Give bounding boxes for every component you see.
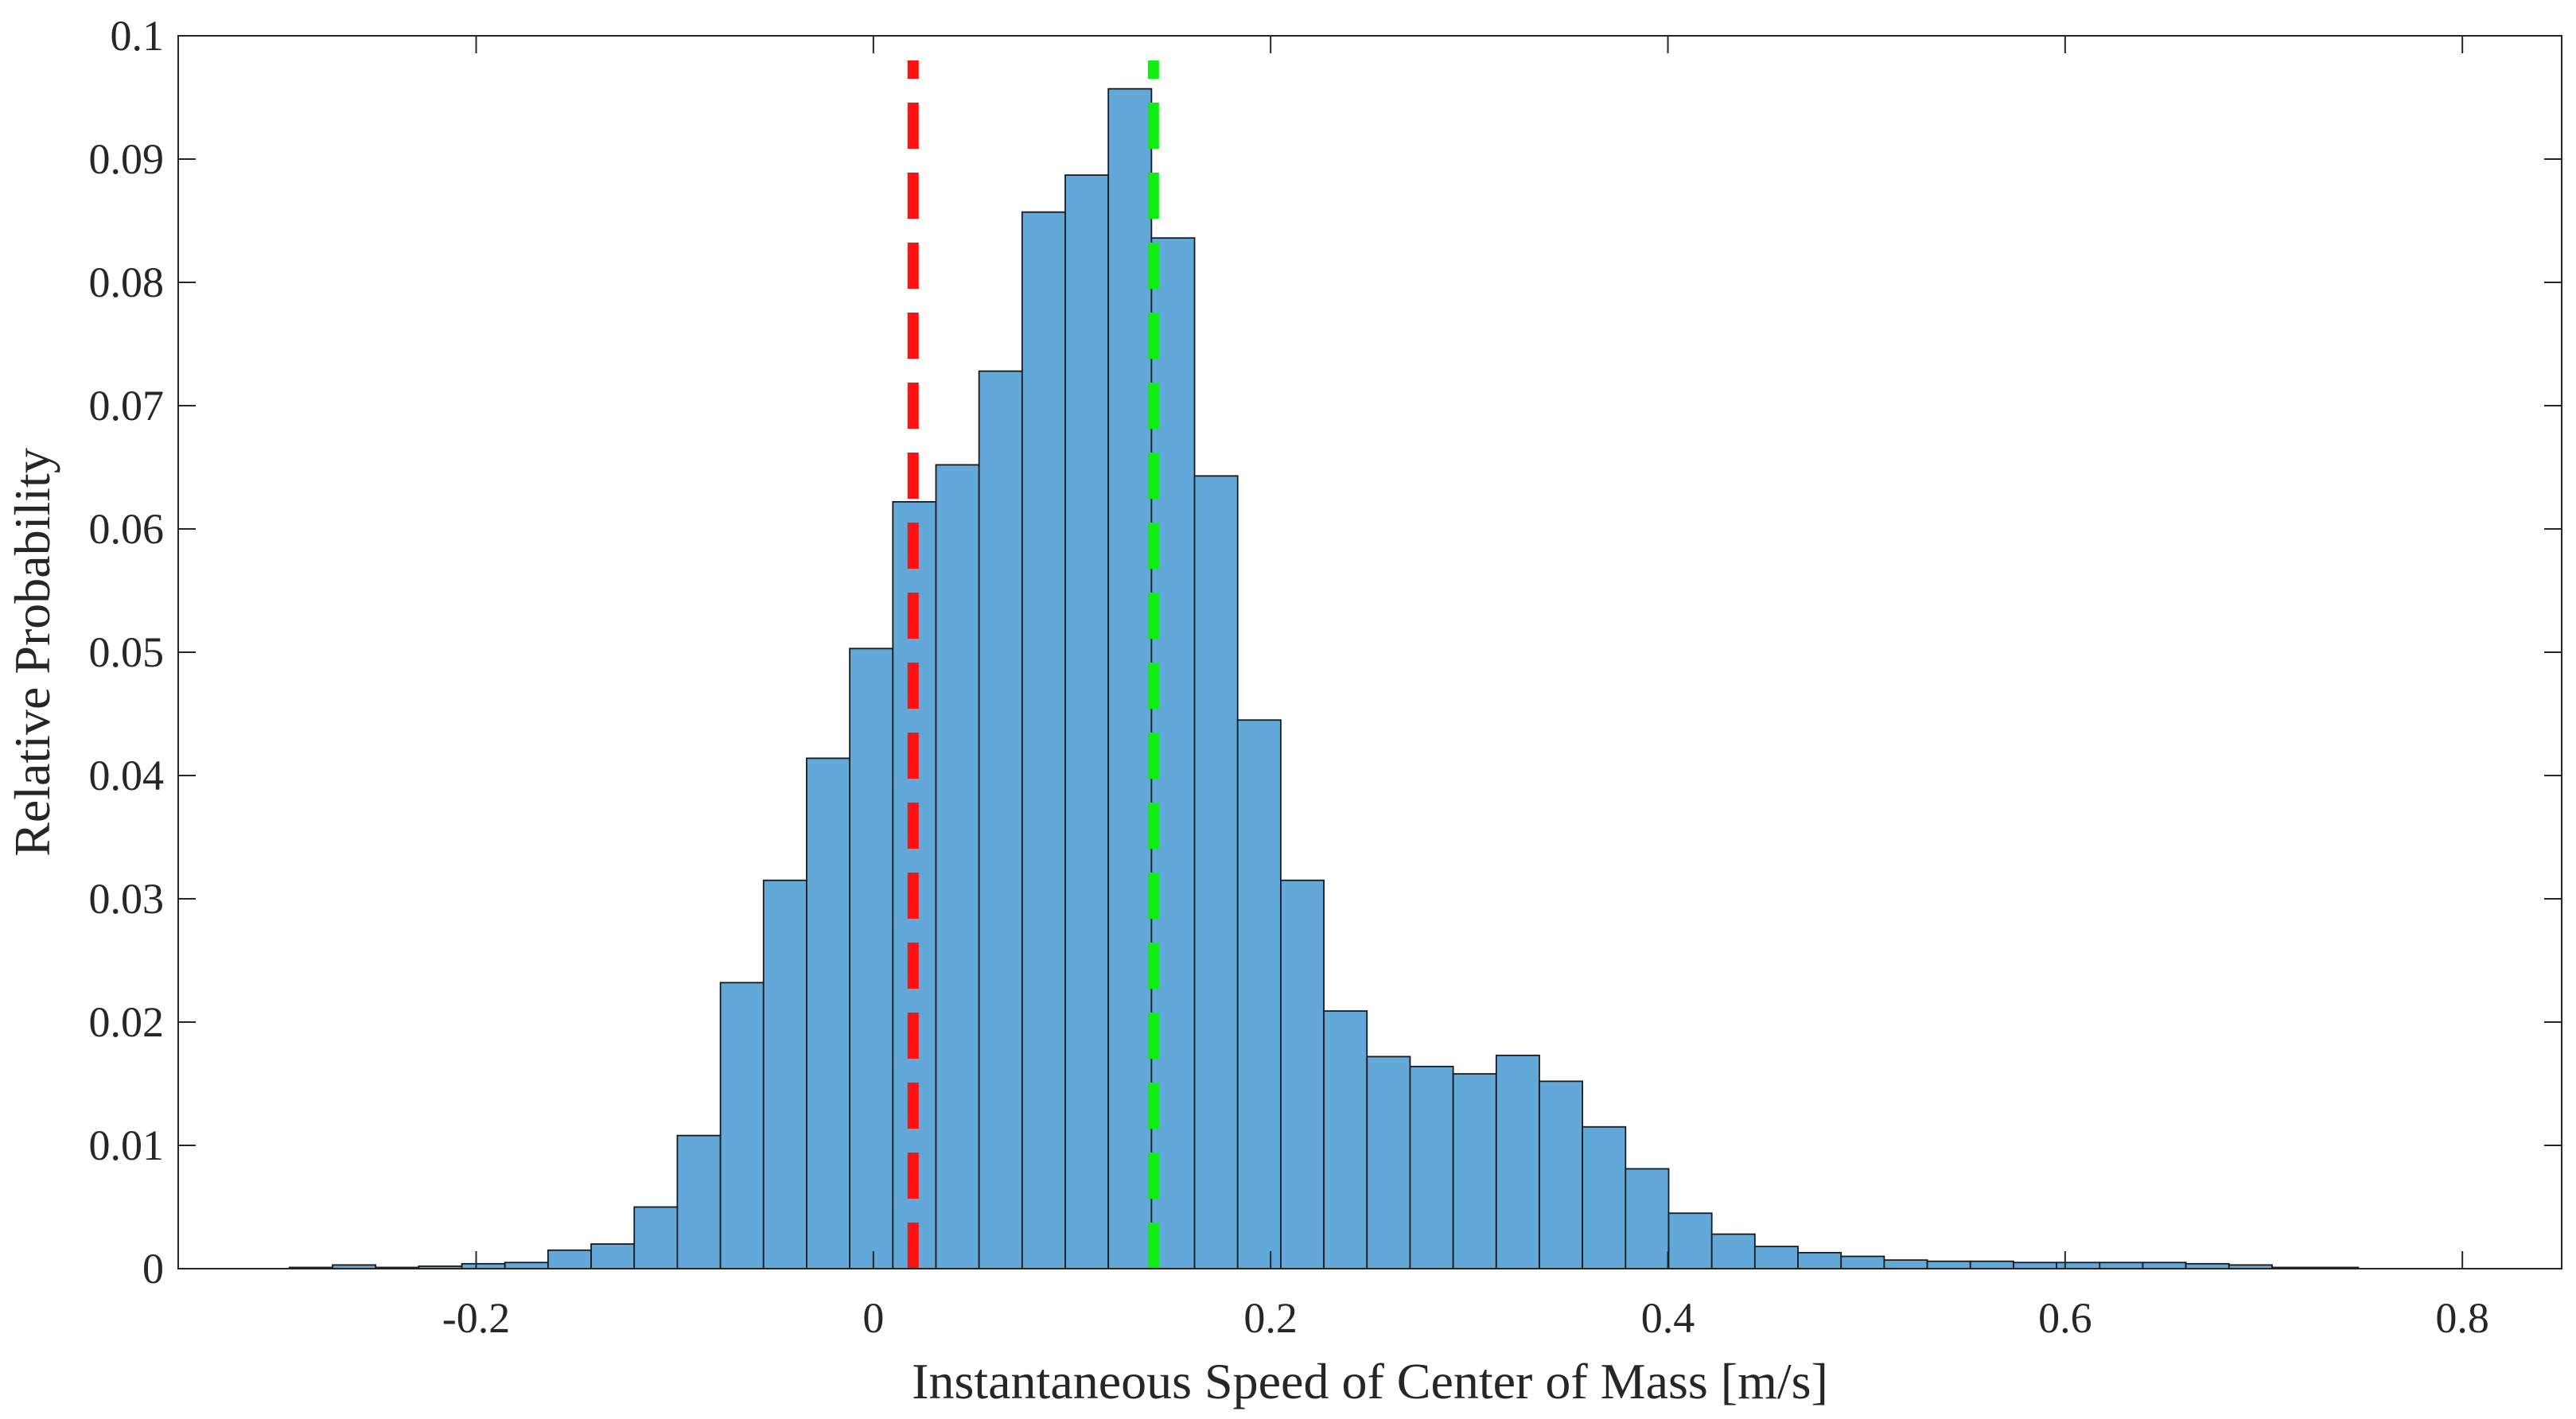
histogram-bar (1107, 87, 1153, 1269)
y-tick-label: 0.05 (89, 628, 165, 676)
histogram-bar (590, 1243, 636, 1269)
histogram-bar (1840, 1255, 1885, 1269)
histogram-bar (2056, 1262, 2101, 1269)
histogram-bar (1193, 475, 1239, 1269)
histogram-bar (547, 1249, 592, 1269)
histogram-bar (1797, 1251, 1843, 1269)
histogram-bar (978, 370, 1023, 1269)
histogram-bar (1753, 1246, 1799, 1269)
y-tick-label: 0.01 (89, 1122, 165, 1169)
histogram-bar (1236, 719, 1282, 1269)
y-axis-title: Relative Probability (4, 448, 60, 857)
histogram-bar (1710, 1233, 1756, 1269)
histogram-bar (849, 647, 894, 1269)
reference-lines (907, 60, 1159, 1269)
x-tick-label: 0.8 (2435, 1294, 2489, 1342)
histogram-bar (1883, 1259, 1928, 1269)
histogram-bar (935, 464, 980, 1269)
x-tick-label: 0 (862, 1294, 884, 1342)
histogram-bar (1667, 1212, 1713, 1269)
histogram-bar (1409, 1065, 1454, 1269)
y-tick-label: 0.08 (89, 259, 165, 306)
histogram-bar (1969, 1260, 2014, 1269)
histogram-bar (633, 1206, 679, 1269)
x-tick-label: -0.2 (442, 1294, 510, 1342)
histogram-bar (1280, 879, 1325, 1269)
histogram-bar (1926, 1260, 1971, 1269)
x-tick-label: 0.4 (1641, 1294, 1695, 1342)
x-tick-label: 0.6 (2038, 1294, 2092, 1342)
histogram-bar (1582, 1125, 1627, 1269)
histogram-bar (1323, 1010, 1368, 1269)
histogram-bar (2013, 1262, 2057, 1269)
x-axis-title: Instantaneous Speed of Center of Mass [m… (912, 1353, 1828, 1409)
histogram-bar (1625, 1168, 1670, 1269)
histogram-bar (1539, 1080, 1584, 1269)
y-tick-label: 0.06 (89, 505, 165, 553)
y-tick-label: 0 (142, 1245, 164, 1293)
histogram-bar (2142, 1262, 2187, 1269)
histogram-bar (1021, 211, 1066, 1269)
histogram-bar (504, 1262, 549, 1269)
y-axis-ticks: 0 0.01 0.02 0.03 0.04 0.05 0.06 0.07 0.08 0.09 0.1 (89, 12, 2562, 1293)
histogram-bar (806, 757, 851, 1269)
histogram-bar (1495, 1054, 1540, 1269)
histogram-bar (1064, 174, 1110, 1269)
x-tick-label: 0.2 (1243, 1294, 1298, 1342)
histogram-bar (719, 982, 765, 1269)
y-tick-label: 0.09 (89, 135, 165, 183)
y-tick-label: 0.04 (89, 752, 165, 799)
x-axis-ticks: -0.2 0 0.2 0.4 0.6 0.8 (442, 36, 2489, 1342)
y-tick-label: 0.07 (89, 382, 165, 430)
histogram-bar (1452, 1073, 1497, 1269)
histogram-bar (762, 879, 807, 1269)
y-tick-label: 0.02 (89, 998, 165, 1046)
y-tick-label: 0.03 (89, 875, 165, 923)
y-tick-label: 0.1 (111, 12, 165, 60)
histogram-bar (2099, 1262, 2144, 1269)
histogram-bars (288, 87, 2360, 1269)
histogram-bar (1366, 1056, 1411, 1269)
histogram-bar (676, 1134, 722, 1269)
